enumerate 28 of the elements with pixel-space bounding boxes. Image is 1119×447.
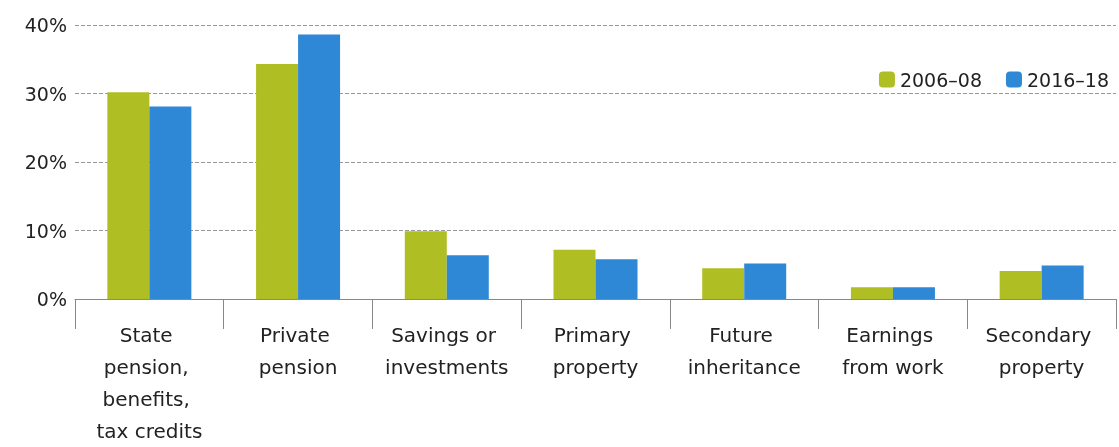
x-tick-label: Secondary property <box>985 323 1098 379</box>
x-tick-label: Future inheritance <box>687 323 801 379</box>
legend-label: 2016–18 <box>1026 68 1109 91</box>
x-tick-label: Earnings from work <box>842 323 944 379</box>
y-tick-label: 30% <box>24 82 67 105</box>
x-tick-label: State pension, benefits, tax credits <box>96 323 203 443</box>
bar <box>744 263 787 299</box>
bar <box>149 106 192 299</box>
bar <box>553 249 596 299</box>
bar <box>298 34 341 299</box>
x-tick-label: Primary property <box>552 323 639 379</box>
bar <box>850 287 893 299</box>
bar <box>702 268 745 299</box>
y-tick-label: 40% <box>24 14 67 36</box>
bar <box>999 270 1042 299</box>
y-tick-label: 10% <box>24 219 67 242</box>
bar <box>595 259 638 299</box>
legend-label: 2006–08 <box>899 68 982 91</box>
x-tick-label: Private pension <box>258 323 338 379</box>
x-tick-label: Savings or investments <box>385 323 509 379</box>
bar <box>1041 265 1084 299</box>
bar <box>256 64 299 299</box>
bar <box>107 92 150 299</box>
bar <box>892 287 935 299</box>
y-tick-label: 20% <box>24 151 67 173</box>
bar <box>446 255 489 299</box>
bar <box>404 231 447 299</box>
y-tick-label: 0% <box>36 288 67 310</box>
